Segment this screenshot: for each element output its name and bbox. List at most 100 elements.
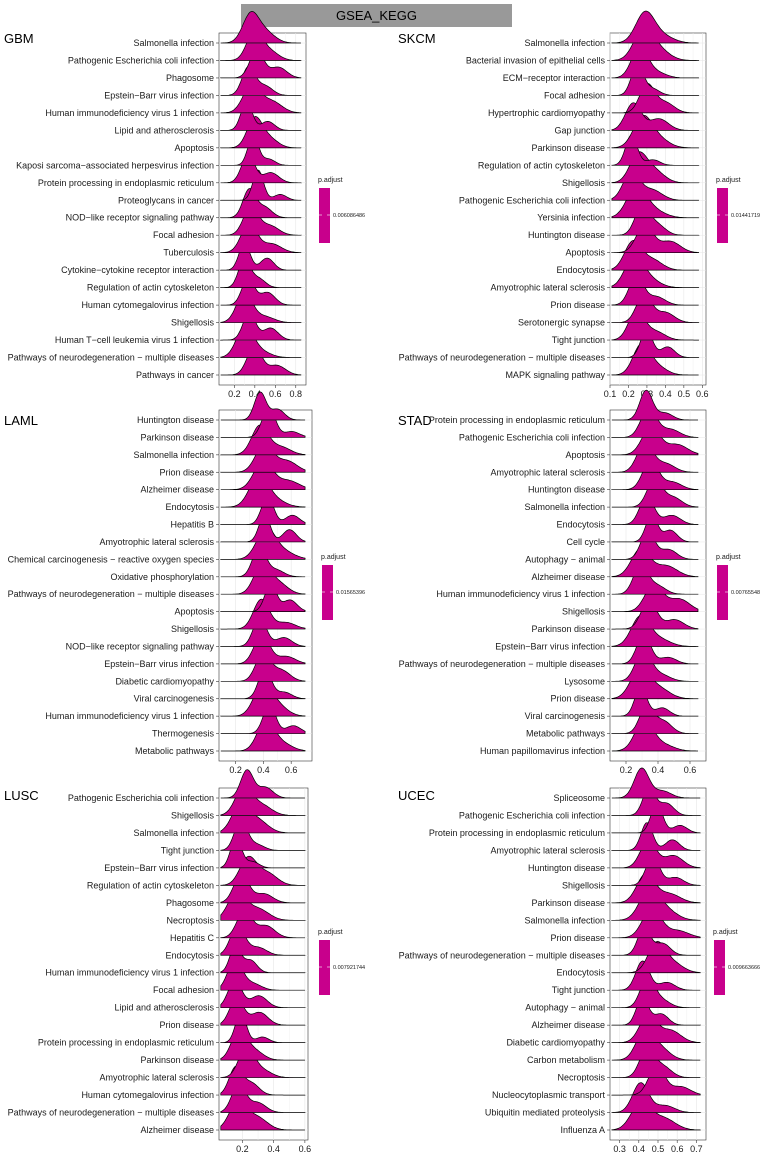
category-label: Epstein−Barr virus infection	[104, 90, 214, 100]
x-tick-label: 0.2	[620, 765, 633, 775]
category-label: Lysosome	[564, 676, 605, 686]
category-label: Focal adhesion	[544, 90, 605, 100]
legend-title: p.adjust	[321, 554, 346, 561]
ridge-9	[611, 548, 699, 578]
ridge-3	[611, 442, 699, 473]
category-label: Yersinia infection	[537, 213, 605, 223]
ridge-10	[219, 188, 302, 219]
ridge-19	[611, 1100, 701, 1131]
category-label: Pathways of neurodegeneration − multiple…	[399, 950, 606, 960]
category-label: Alzheimer disease	[531, 572, 605, 582]
ridgeline-panel-lusc: LUSC Alzheimer disease Pathways of neurode…	[4, 769, 365, 1154]
category-label: Necroptosis	[557, 1073, 605, 1083]
category-label: Viral carcinogenesis	[525, 711, 606, 721]
category-label: Chemical carcinogenesis − reactive oxyge…	[8, 554, 215, 564]
category-label: Amyotrophic lateral sclerosis	[99, 1073, 214, 1083]
category-label: Prion disease	[550, 300, 605, 310]
category-label: Human immunodeficiency virus 1 infection	[45, 711, 214, 721]
category-label: Salmonella infection	[524, 502, 605, 512]
ridge-11	[611, 960, 701, 991]
ridge-14	[611, 633, 699, 665]
category-label: Human immunodeficiency virus 1 infection	[45, 108, 214, 118]
ridgeline-panel-laml: LAML Metabolic pathways Thermogenesis Human…	[4, 391, 365, 775]
category-label: Pathways of neurodegeneration − multiple…	[399, 353, 606, 363]
x-tick-label: 0.7	[690, 1144, 703, 1154]
ridge-0	[611, 767, 701, 799]
ridge-0	[220, 391, 306, 421]
category-label: Pathways in cancer	[136, 370, 214, 380]
category-label: Parkinson disease	[140, 1055, 214, 1065]
x-tick-label: 0.5	[652, 1144, 665, 1154]
category-label: Amyotrophic lateral sclerosis	[99, 537, 214, 547]
category-label: Lipid and atherosclerosis	[114, 1003, 214, 1013]
ridge-17	[219, 312, 302, 341]
category-label: Focal adhesion	[153, 230, 214, 240]
category-label: Tuberculosis	[163, 248, 214, 258]
legend-value: 0.00765548	[731, 590, 760, 596]
category-label: Shigellosis	[171, 810, 215, 820]
ridgeline-panel-stad: STAD Human papillomavirus infection Metabo…	[398, 389, 760, 775]
figure-title: GSEA_KEGG	[241, 4, 512, 27]
category-label: NOD−like receptor signaling pathway	[66, 213, 215, 223]
ridge-19	[611, 342, 699, 376]
category-label: Pathways of neurodegeneration − multiple…	[8, 1108, 215, 1118]
panel-title: GBM	[4, 31, 34, 46]
x-tick-label: 0.5	[678, 389, 691, 399]
category-label: Phagosome	[166, 73, 214, 83]
category-label: Tight junction	[161, 845, 214, 855]
category-label: Epstein−Barr virus infection	[104, 659, 214, 669]
category-label: Apoptosis	[565, 248, 605, 258]
category-label: Pathogenic Escherichia coli infection	[68, 793, 214, 803]
legend-colorbar	[714, 940, 725, 995]
legend-value: 0.007921744	[333, 965, 365, 971]
x-tick-label: 0.1	[604, 389, 617, 399]
category-label: Epstein−Barr virus infection	[495, 641, 605, 651]
ridge-10	[611, 563, 699, 595]
category-label: Protein processing in endoplasmic reticu…	[429, 415, 605, 425]
ridge-17	[611, 686, 699, 717]
x-tick-label: 0.4	[257, 765, 270, 775]
x-tick-label: 0.6	[684, 765, 697, 775]
category-label: Endocytosis	[165, 502, 214, 512]
category-label: Apoptosis	[565, 450, 605, 460]
legend-value: 0.006086486	[333, 213, 365, 219]
category-label: Tight junction	[552, 985, 605, 995]
category-label: Tight junction	[552, 335, 605, 345]
ridge-15	[220, 277, 301, 306]
ridge-5	[220, 855, 306, 886]
category-label: Focal adhesion	[153, 985, 214, 995]
ridge-11	[219, 583, 306, 612]
category-label: Cell cycle	[566, 537, 605, 547]
category-label: Alzheimer disease	[140, 1125, 214, 1135]
category-label: Shigellosis	[562, 178, 606, 188]
category-label: MAPK signaling pathway	[505, 370, 605, 380]
x-tick-label: 0.2	[229, 765, 242, 775]
category-label: Diabetic cardiomyopathy	[115, 676, 214, 686]
category-label: Influenza A	[560, 1125, 605, 1135]
panel-title: LAML	[4, 413, 38, 428]
ridge-13	[611, 996, 702, 1026]
category-label: Hepatitis B	[170, 520, 214, 530]
category-label: Alzheimer disease	[140, 485, 214, 495]
panel-title: LUSC	[4, 788, 39, 803]
x-tick-label: 0.2	[622, 389, 635, 399]
ridge-9	[611, 927, 702, 956]
ridge-0	[611, 389, 698, 421]
category-label: Human immunodeficiency virus 1 infection	[45, 968, 214, 978]
category-label: Salmonella infection	[524, 915, 605, 925]
category-label: Protein processing in endoplasmic reticu…	[429, 828, 605, 838]
legend-title: p.adjust	[318, 929, 343, 936]
category-label: Amyotrophic lateral sclerosis	[490, 467, 605, 477]
category-label: Salmonella infection	[524, 38, 605, 48]
x-tick-label: 0.4	[267, 1144, 280, 1154]
legend-colorbar	[319, 188, 330, 243]
x-tick-label: 0.4	[652, 765, 665, 775]
ridge-0	[220, 11, 301, 44]
category-label: Pathogenic Escherichia coli infection	[459, 810, 605, 820]
x-tick-label: 0.6	[269, 389, 282, 399]
category-label: NOD−like receptor signaling pathway	[66, 641, 215, 651]
ridge-11	[611, 204, 700, 236]
legend-colorbar	[322, 565, 333, 620]
category-label: Epstein−Barr virus infection	[104, 863, 214, 873]
